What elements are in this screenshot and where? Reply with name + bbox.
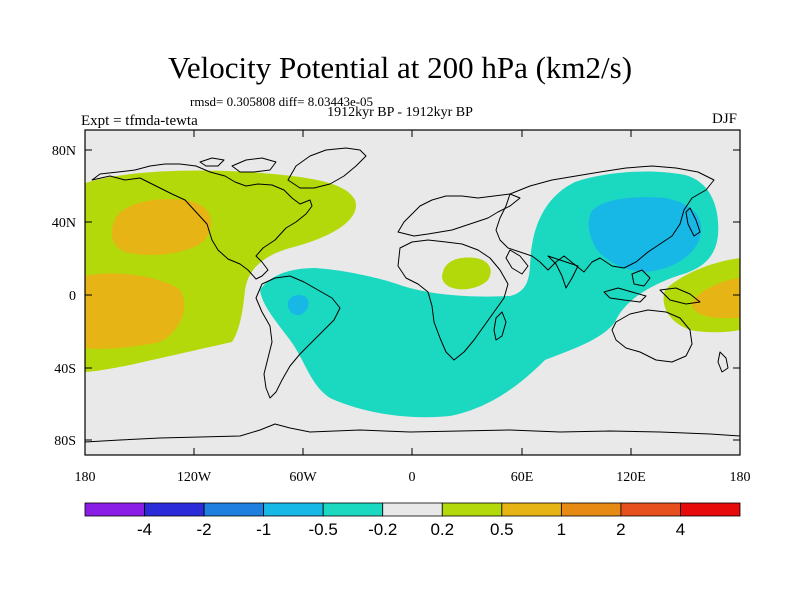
coast-india	[547, 255, 579, 289]
colorbar-label: 1	[556, 520, 567, 539]
colorbar-swatch	[441, 502, 503, 517]
coast-japan	[685, 207, 701, 237]
colorbar-swatch	[263, 502, 324, 517]
lat-label-0: 0	[69, 289, 76, 304]
latitude-axis	[85, 149, 740, 441]
negative-core-east-asia	[588, 197, 702, 272]
colorbar-swatch	[560, 502, 622, 517]
stats-text: rmsd= 0.305808 diff= 8.03443e-05	[190, 94, 374, 109]
lat-label-80n: 80N	[52, 144, 76, 159]
colorbar-label: 2	[616, 520, 626, 539]
colorbar-label: -1	[256, 520, 272, 539]
colorbar	[84, 502, 741, 517]
colorbar-swatch	[620, 502, 681, 517]
coast-new-zealand	[717, 351, 729, 373]
positive-core-west-pacific	[691, 278, 740, 318]
lat-label-40n: 40N	[52, 216, 76, 231]
coastlines	[85, 147, 740, 443]
lon-label-120e: 120E	[616, 470, 646, 485]
positive-core-central-pacific	[85, 273, 185, 349]
coast-arctic-islands	[231, 157, 277, 173]
coast-south-america	[255, 275, 341, 399]
coast-greenland	[287, 147, 367, 189]
colorbar-swatch	[203, 502, 265, 517]
lon-label-0: 0	[409, 470, 416, 485]
colorbar-label: -0.2	[368, 520, 398, 539]
coast-australia	[611, 309, 693, 363]
colorbar-label: -0.5	[308, 520, 338, 539]
colorbar-swatch	[322, 502, 384, 517]
coast-north-america	[91, 163, 313, 280]
positive-core-north-pacific	[111, 199, 212, 255]
lon-label-120w: 120W	[177, 470, 212, 485]
colorbar-label: 0.2	[430, 520, 455, 539]
lon-label-60e: 60E	[511, 470, 534, 485]
coast-madagascar	[493, 311, 507, 341]
colorbar-label: 4	[675, 520, 686, 539]
experiment-label: Expt = tfmda-tewta	[81, 113, 198, 129]
colorbar-swatch	[501, 502, 562, 517]
colorbar-swatch	[680, 502, 741, 517]
lon-label-180-west: 180	[75, 470, 96, 485]
colorbar-swatch	[382, 502, 443, 517]
coast-europe	[397, 193, 521, 237]
colorbar-label: 0.5	[489, 520, 514, 539]
colorbar-swatch	[144, 502, 205, 517]
colorbar-swatch	[84, 502, 145, 517]
plot-title: Velocity Potential at 200 hPa (km2/s)	[167, 50, 633, 85]
coast-asia	[495, 165, 715, 273]
plot-subtitle: 1912kyr BP - 1912kyr BP	[327, 105, 473, 120]
colorbar-label: -4	[136, 520, 153, 539]
coast-indonesia	[603, 287, 647, 303]
lon-label-180-east: 180	[730, 470, 751, 485]
season-label: DJF	[712, 111, 738, 127]
lat-label-40s: 40S	[54, 362, 76, 377]
negative-core-south-america	[287, 294, 309, 316]
lat-label-80s: 80S	[54, 434, 76, 449]
lon-label-60w: 60W	[289, 470, 317, 485]
coast-africa	[397, 239, 509, 361]
coast-antarctica	[85, 423, 740, 443]
positive-region-africa	[442, 257, 491, 290]
longitude-axis	[84, 130, 741, 455]
colorbar-label: -2	[196, 520, 212, 539]
map-area	[85, 130, 740, 455]
